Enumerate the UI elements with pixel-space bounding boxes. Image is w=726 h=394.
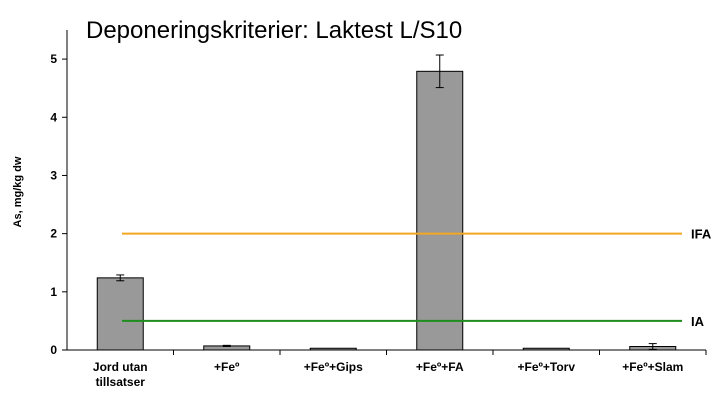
y-tick-label: 4 bbox=[50, 110, 57, 124]
y-axis-label: As, mg/kg dw bbox=[12, 156, 24, 227]
x-tick-label: +Feº+Slam bbox=[622, 360, 683, 374]
bar bbox=[309, 347, 357, 351]
x-tick-label: +Feº+FA bbox=[416, 360, 464, 374]
chart-title: Deponeringskriterier: Laktest L/S10 bbox=[86, 17, 462, 44]
y-tick-label: 3 bbox=[50, 168, 57, 182]
y-tick-label: 2 bbox=[50, 227, 57, 241]
x-tick-label: Jord utan bbox=[93, 360, 148, 374]
x-tick-label: +Feº+Gips bbox=[304, 360, 363, 374]
y-tick-label: 1 bbox=[50, 285, 57, 299]
y-tick-label: 0 bbox=[50, 343, 57, 357]
x-tick-label: +Feº bbox=[214, 360, 240, 374]
x-tick-label: +Feº+Torv bbox=[517, 360, 575, 374]
reference-line-label: IFA bbox=[691, 227, 712, 242]
bar bbox=[416, 70, 464, 351]
bar bbox=[522, 347, 570, 351]
reference-line-label: IA bbox=[691, 314, 705, 329]
bar bbox=[96, 277, 144, 351]
y-tick-label: 5 bbox=[50, 52, 57, 66]
x-tick-label: tillsatser bbox=[96, 375, 146, 389]
